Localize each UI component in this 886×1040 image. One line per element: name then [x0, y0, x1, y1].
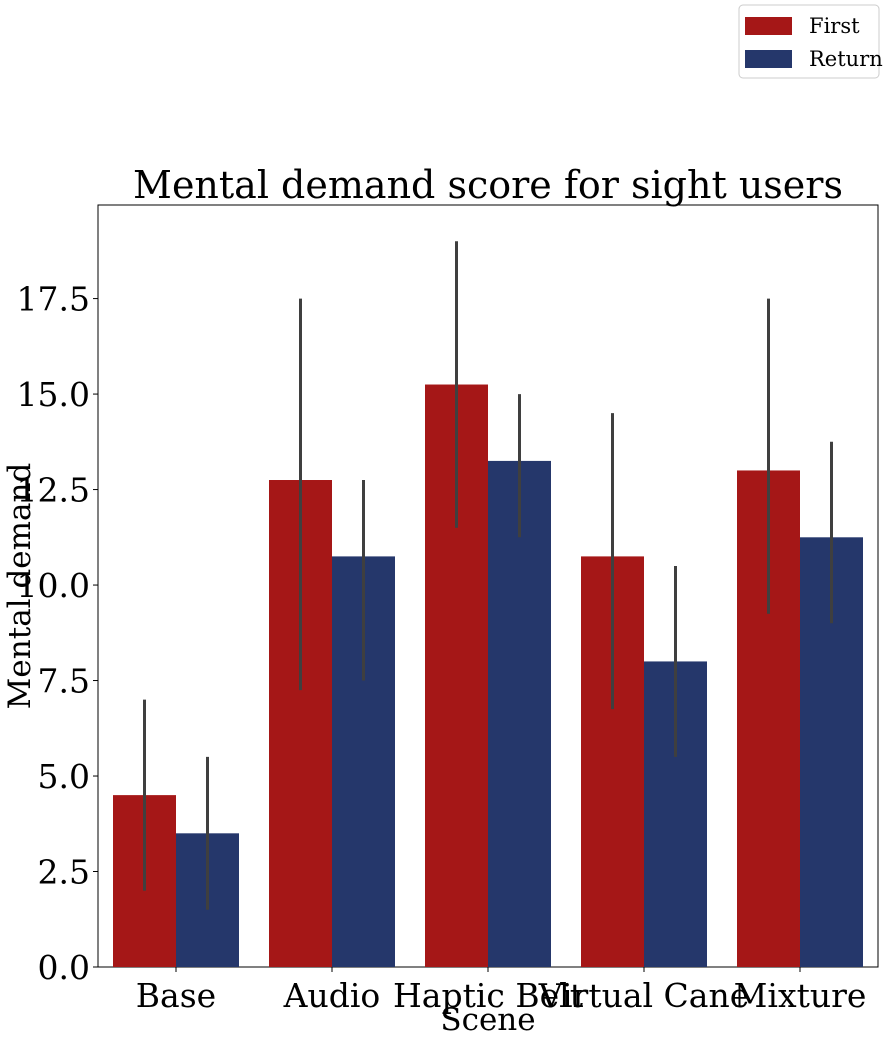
x-tick-label: Base — [136, 976, 216, 1015]
bar-return-haptic-belt — [488, 460, 551, 967]
y-tick-label: 5.0 — [38, 757, 90, 796]
y-tick-label: 7.5 — [38, 662, 90, 701]
y-tick-label: 12.5 — [17, 471, 90, 510]
legend-label-first: First — [809, 14, 860, 38]
x-tick-label: Mixture — [734, 976, 867, 1015]
x-tick-label: Haptic Belt — [393, 976, 583, 1015]
y-tick-label: 15.0 — [17, 375, 90, 414]
chart-title: Mental demand score for sight users — [133, 163, 843, 207]
legend-label-return: Return — [809, 47, 883, 71]
legend-swatch-return — [745, 50, 792, 68]
y-axis-label: Mental demand — [2, 463, 38, 710]
errorbars-group — [143, 241, 833, 910]
x-tick-label: Audio — [283, 976, 381, 1015]
legend-swatch-first — [745, 17, 792, 35]
y-tick-label: 0.0 — [38, 948, 90, 987]
y-tick-label: 2.5 — [38, 853, 90, 892]
bars-group — [113, 384, 863, 967]
legend: First Return — [738, 4, 883, 79]
y-tick-label: 17.5 — [17, 280, 90, 319]
y-tick-label: 10.0 — [17, 566, 90, 605]
x-axis-label: Scene — [440, 1002, 535, 1038]
y-axis-ticks: 0.0 2.5 5.0 7.5 10.0 12.5 15.0 17.5 — [17, 280, 98, 987]
x-tick-label: Virtual Cane — [538, 976, 750, 1015]
